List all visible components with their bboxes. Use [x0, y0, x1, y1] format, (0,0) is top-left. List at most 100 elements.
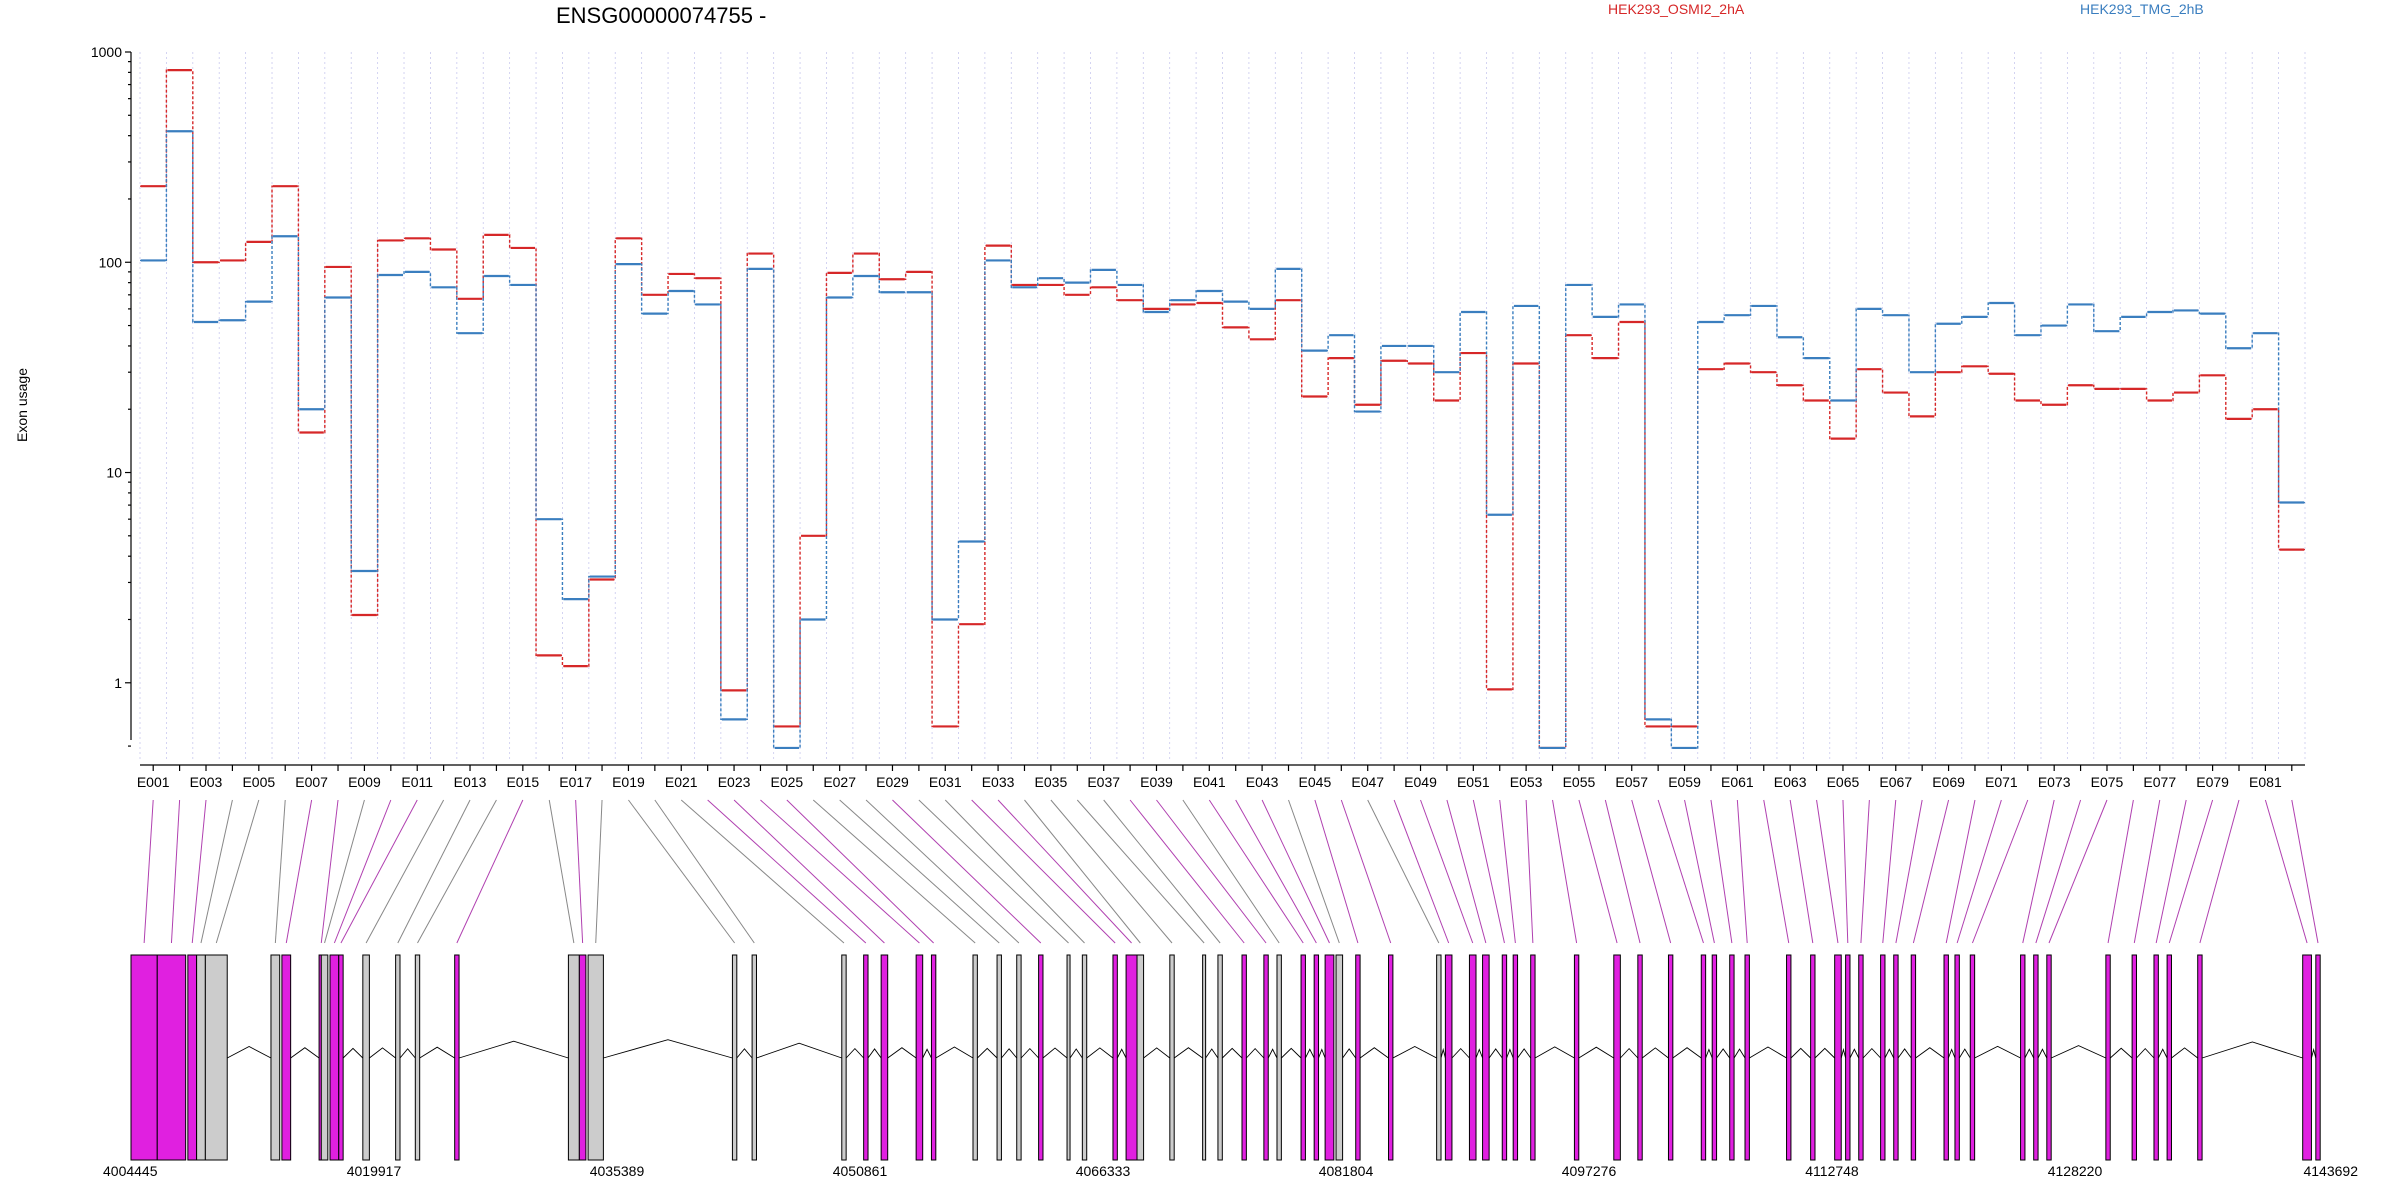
exon-box	[196, 954, 206, 1161]
exon-box	[187, 954, 198, 1161]
x-tick-label: E075	[2091, 774, 2124, 790]
intron-chevron	[1947, 1048, 1956, 1059]
intron-chevron	[1578, 1046, 1615, 1059]
x-tick-label: E059	[1668, 774, 1701, 790]
exon-connector	[1631, 799, 1672, 944]
intron-chevron	[2037, 1048, 2048, 1059]
exon-box	[1729, 954, 1735, 1161]
intron-chevron	[1305, 1048, 1315, 1059]
exon-connector	[1499, 799, 1516, 944]
intron-chevron	[1958, 1048, 1971, 1059]
exon-box	[1468, 954, 1477, 1161]
x-tick-label: E073	[2038, 774, 2071, 790]
intron-chevron	[1705, 1048, 1713, 1059]
exon-connector	[397, 799, 471, 944]
exon-connector	[595, 799, 603, 944]
exon-connector	[1736, 799, 1748, 944]
exon-box	[1530, 954, 1536, 1161]
exon-box	[1324, 954, 1335, 1161]
x-tick-label: E081	[2249, 774, 2282, 790]
x-tick-label: E045	[1299, 774, 1332, 790]
intron-chevron	[1534, 1046, 1575, 1059]
exon-connector	[2107, 799, 2134, 944]
x-tick-label: E023	[718, 774, 751, 790]
exon-connector	[1578, 799, 1618, 944]
exon-box	[2166, 954, 2172, 1161]
exon-connector	[1367, 799, 1440, 944]
exon-connector	[918, 799, 1069, 944]
exon-box	[587, 954, 604, 1161]
x-tick-label: E021	[665, 774, 698, 790]
intron-chevron	[1001, 1048, 1018, 1059]
exon-connector	[575, 799, 584, 944]
exon-connector	[1261, 799, 1330, 944]
exon-connector	[733, 799, 885, 944]
exon-box	[1786, 954, 1792, 1161]
x-tick-label: E067	[1879, 774, 1912, 790]
exon-box	[1038, 954, 1044, 1161]
exon-box	[395, 954, 401, 1161]
x-tick-label: E051	[1457, 774, 1490, 790]
exon-connector	[1076, 799, 1205, 944]
intron-chevron	[756, 1042, 842, 1059]
exon-box	[2046, 954, 2052, 1161]
intron-chevron	[1475, 1048, 1483, 1059]
exon-connector	[1129, 799, 1245, 944]
coordinate-label: 4004445	[103, 1163, 158, 1179]
exon-box	[915, 954, 924, 1161]
exon-box	[1335, 954, 1344, 1161]
intron-chevron	[1116, 1048, 1127, 1059]
intron-chevron	[1143, 1047, 1171, 1059]
exon-box	[1910, 954, 1917, 1161]
exon-box	[1482, 954, 1490, 1161]
exon-connector	[200, 799, 233, 944]
exon-box	[2197, 954, 2203, 1161]
exon-box	[1943, 954, 1949, 1161]
exon-box	[930, 954, 937, 1161]
intron-chevron	[1884, 1048, 1895, 1059]
x-tick-label: E027	[823, 774, 856, 790]
coordinate-label: 4019917	[347, 1163, 402, 1179]
x-tick-label: E047	[1351, 774, 1384, 790]
intron-chevron	[290, 1047, 320, 1059]
exon-box	[270, 954, 281, 1161]
exon-connector	[839, 799, 1000, 944]
y-axis-label: Exon usage	[14, 368, 30, 442]
exon-box	[1263, 954, 1269, 1161]
intron-chevron	[1733, 1048, 1746, 1059]
exon-connector	[2291, 799, 2319, 944]
x-axis: E001 E003 E005 E007 E009 E011 E013 E015 E017 E019…	[137, 764, 2305, 790]
exon-connector	[1208, 799, 1304, 944]
exon-connector	[2168, 799, 2214, 944]
exon-box	[880, 954, 889, 1161]
exon-connector	[1860, 799, 1870, 944]
exon-connector	[1472, 799, 1505, 944]
x-tick-label: E063	[1774, 774, 1807, 790]
intron-chevron	[922, 1048, 932, 1059]
x-tick-label: E007	[295, 774, 328, 790]
intron-chevron	[1672, 1047, 1702, 1059]
x-tick-label: E039	[1140, 774, 1173, 790]
intron-chevron	[1749, 1046, 1787, 1059]
intron-chevron	[1451, 1047, 1470, 1059]
exon-box	[1637, 954, 1643, 1161]
exon-box	[1667, 954, 1674, 1161]
intron-chevron	[1318, 1048, 1326, 1059]
x-tick-label: E037	[1087, 774, 1120, 790]
x-tick-label: E025	[771, 774, 804, 790]
intron-chevron	[2157, 1048, 2168, 1059]
x-tick-label: E061	[1721, 774, 1754, 790]
exon-connector	[340, 799, 418, 944]
exon-box	[130, 954, 158, 1161]
coordinate-label: 4097276	[1562, 1163, 1617, 1179]
exon-connector	[2035, 799, 2082, 944]
genomic-coordinate-axis: 4004445 4019917 4035389 4050861 4066333 40818…	[103, 1163, 2358, 1179]
exon-box	[567, 954, 580, 1161]
exon-connector	[971, 799, 1116, 944]
intron-chevron	[1862, 1047, 1881, 1059]
exon-box	[1969, 954, 1976, 1161]
exon-box	[1880, 954, 1886, 1161]
exon-box	[1276, 954, 1282, 1161]
intron-chevron	[2171, 1047, 2198, 1059]
